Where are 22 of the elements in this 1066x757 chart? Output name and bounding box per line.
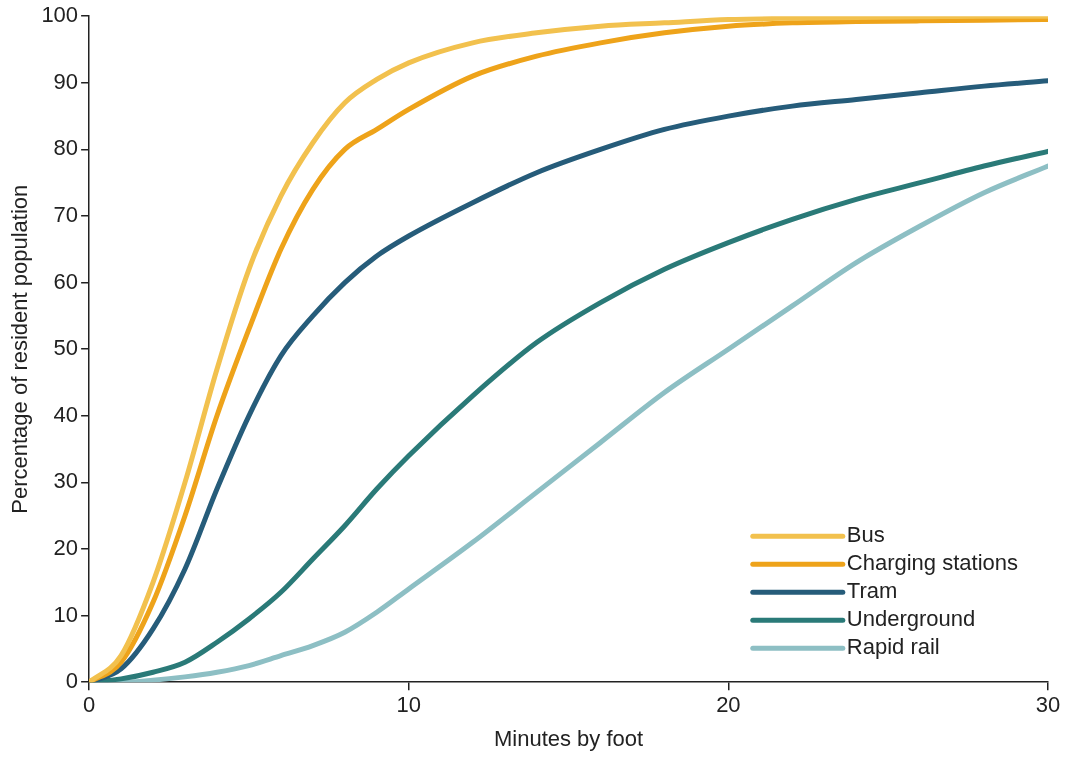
- x-tick-label: 0: [82, 692, 96, 718]
- x-tick-label: 20: [716, 692, 741, 718]
- x-axis-title: Minutes by foot: [493, 725, 644, 751]
- y-tick-label: 60: [53, 268, 79, 294]
- legend-label: Rapid rail: [846, 634, 940, 660]
- legend-label: Charging stations: [846, 550, 1019, 576]
- legend-label: Underground: [846, 606, 976, 632]
- y-tick-label: 30: [53, 468, 79, 494]
- y-tick-label: 100: [41, 2, 79, 28]
- y-tick-label: 90: [53, 68, 79, 94]
- y-tick-label: 70: [53, 202, 79, 228]
- y-axis-title: Percentage of resident population: [7, 184, 33, 514]
- x-tick-label: 10: [396, 692, 421, 718]
- y-tick-label: 10: [53, 601, 79, 627]
- y-tick-label: 50: [53, 335, 79, 361]
- legend-label: Tram: [846, 578, 898, 604]
- x-tick-label: 30: [1035, 692, 1061, 718]
- legend-label: Bus: [846, 522, 885, 548]
- y-tick-label: 80: [53, 135, 79, 161]
- y-tick-label: 20: [53, 535, 79, 561]
- y-tick-label: 0: [65, 668, 79, 694]
- y-tick-label: 40: [53, 401, 79, 427]
